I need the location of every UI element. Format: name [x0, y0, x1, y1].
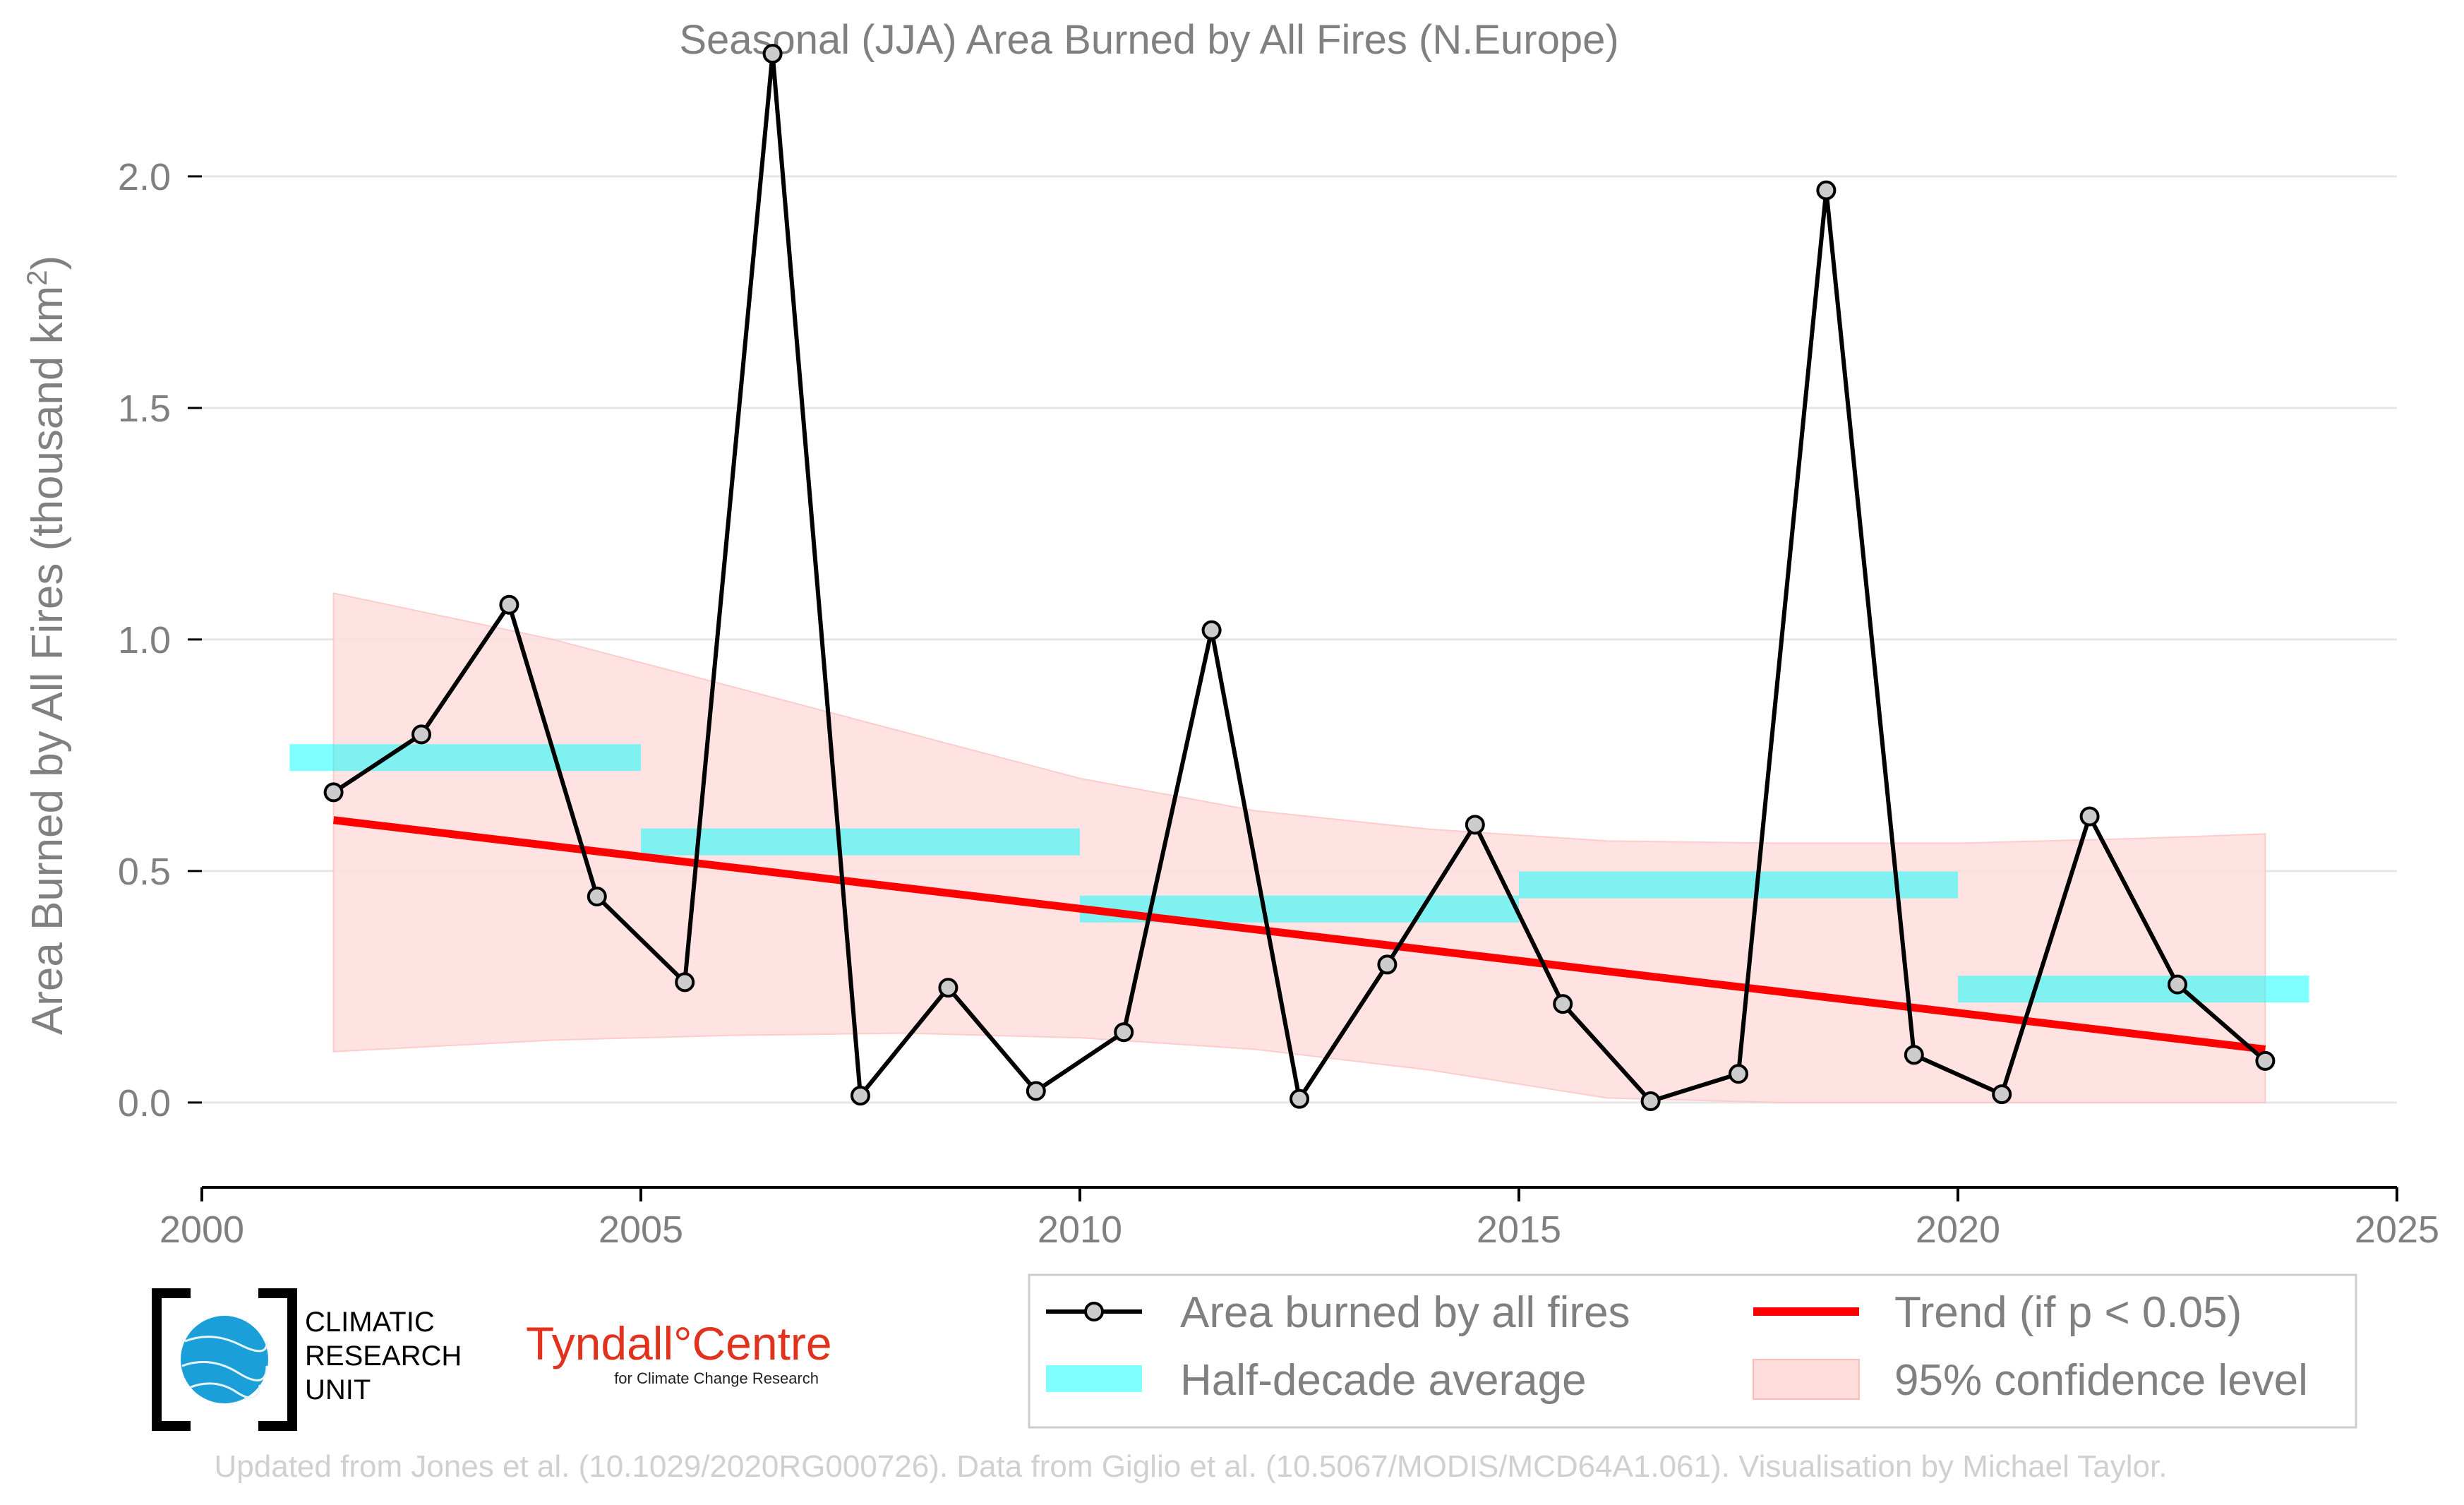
globe-icon [181, 1316, 268, 1403]
legend-entry-half-decade: Half-decade average [1046, 1356, 1587, 1405]
data-point [1290, 1089, 1309, 1109]
data-point [2255, 1050, 2276, 1071]
confidence-area [332, 592, 2266, 1103]
data-point [499, 594, 519, 615]
y-axis-label: Area Burned by All Fires (thousand km2) [22, 256, 72, 1035]
legend-label-confidence: 95% confidence level [1894, 1356, 2308, 1405]
data-point [1465, 815, 1485, 835]
x-tick-label: 2020 [1916, 1209, 2000, 1251]
data-point [1553, 994, 1573, 1014]
data-point [2168, 974, 2187, 995]
data-point [1114, 1022, 1134, 1043]
x-tick-label: 2005 [599, 1209, 683, 1251]
credits-text: Updated from Jones et al. (10.1029/2020R… [215, 1449, 2168, 1484]
legend-label-half-decade: Half-decade average [1180, 1356, 1587, 1405]
data-point [411, 724, 431, 745]
half-decade-bar [641, 828, 1080, 856]
cru-text-line1: CLIMATIC [305, 1307, 435, 1338]
half-decade-bar [289, 744, 641, 772]
legend-label-fires: Area burned by all fires [1180, 1288, 1630, 1337]
half-decade-bar [1519, 871, 1958, 899]
data-point [1992, 1084, 2012, 1105]
x-tick-label: 2000 [160, 1209, 244, 1251]
data-point [1640, 1091, 1661, 1111]
x-tick-label: 2025 [2355, 1209, 2439, 1251]
data-point [1026, 1081, 1046, 1101]
data-point [323, 782, 344, 803]
legend-entry-fires: Area burned by all fires [1046, 1288, 1630, 1337]
legend-entry-trend: Trend (if p < 0.05) [1753, 1288, 2242, 1337]
legend: Area burned by all fires Trend (if p < 0… [1028, 1273, 2357, 1429]
data-point [2079, 806, 2100, 827]
trend-line [332, 816, 2266, 1053]
data-point [938, 978, 958, 998]
data-point [587, 887, 607, 906]
data-point [1729, 1064, 1748, 1084]
tyndall-subtitle: for Climate Change Research [614, 1369, 819, 1387]
chart-title: Seasonal (JJA) Area Burned by All Fires … [679, 17, 1618, 63]
data-point [1377, 954, 1398, 975]
data-point [1201, 620, 1222, 640]
data-point [1816, 180, 1837, 200]
tyndall-logo: Tyndall°Centre for Climate Change Resear… [526, 1317, 832, 1387]
legend-entry-confidence: 95% confidence level [1753, 1356, 2308, 1405]
data-point [675, 972, 695, 993]
cru-text-line3: UNIT [305, 1374, 371, 1405]
legend-label-trend: Trend (if p < 0.05) [1894, 1288, 2242, 1337]
confidence-band [332, 592, 2266, 1103]
data-points [323, 44, 2276, 1111]
y-tick-label: 0.0 [118, 1082, 171, 1125]
data-point [762, 44, 783, 64]
tyndall-name: Tyndall°Centre [526, 1317, 832, 1369]
y-tick-label: 2.0 [118, 156, 171, 198]
cru-text-line2: RESEARCH [305, 1341, 462, 1372]
y-axis-ticks: 0.0 0.5 1.0 1.5 2.0 [118, 156, 202, 1125]
data-point [851, 1086, 870, 1106]
trend-line-segment [332, 816, 2266, 1053]
x-axis: 2000 2005 2010 2015 2020 2025 [160, 1186, 2439, 1251]
y-tick-label: 1.5 [118, 388, 171, 430]
y-tick-label: 1.0 [118, 619, 171, 661]
x-tick-label: 2010 [1038, 1209, 1122, 1251]
data-point [1904, 1045, 1924, 1065]
x-tick-label: 2015 [1477, 1209, 1561, 1251]
y-tick-label: 0.5 [118, 851, 171, 893]
cru-logo: CLIMATIC RESEARCH UNIT [152, 1288, 462, 1431]
half-decade-bar [1958, 976, 2309, 1003]
legend-box [1028, 1273, 2357, 1429]
